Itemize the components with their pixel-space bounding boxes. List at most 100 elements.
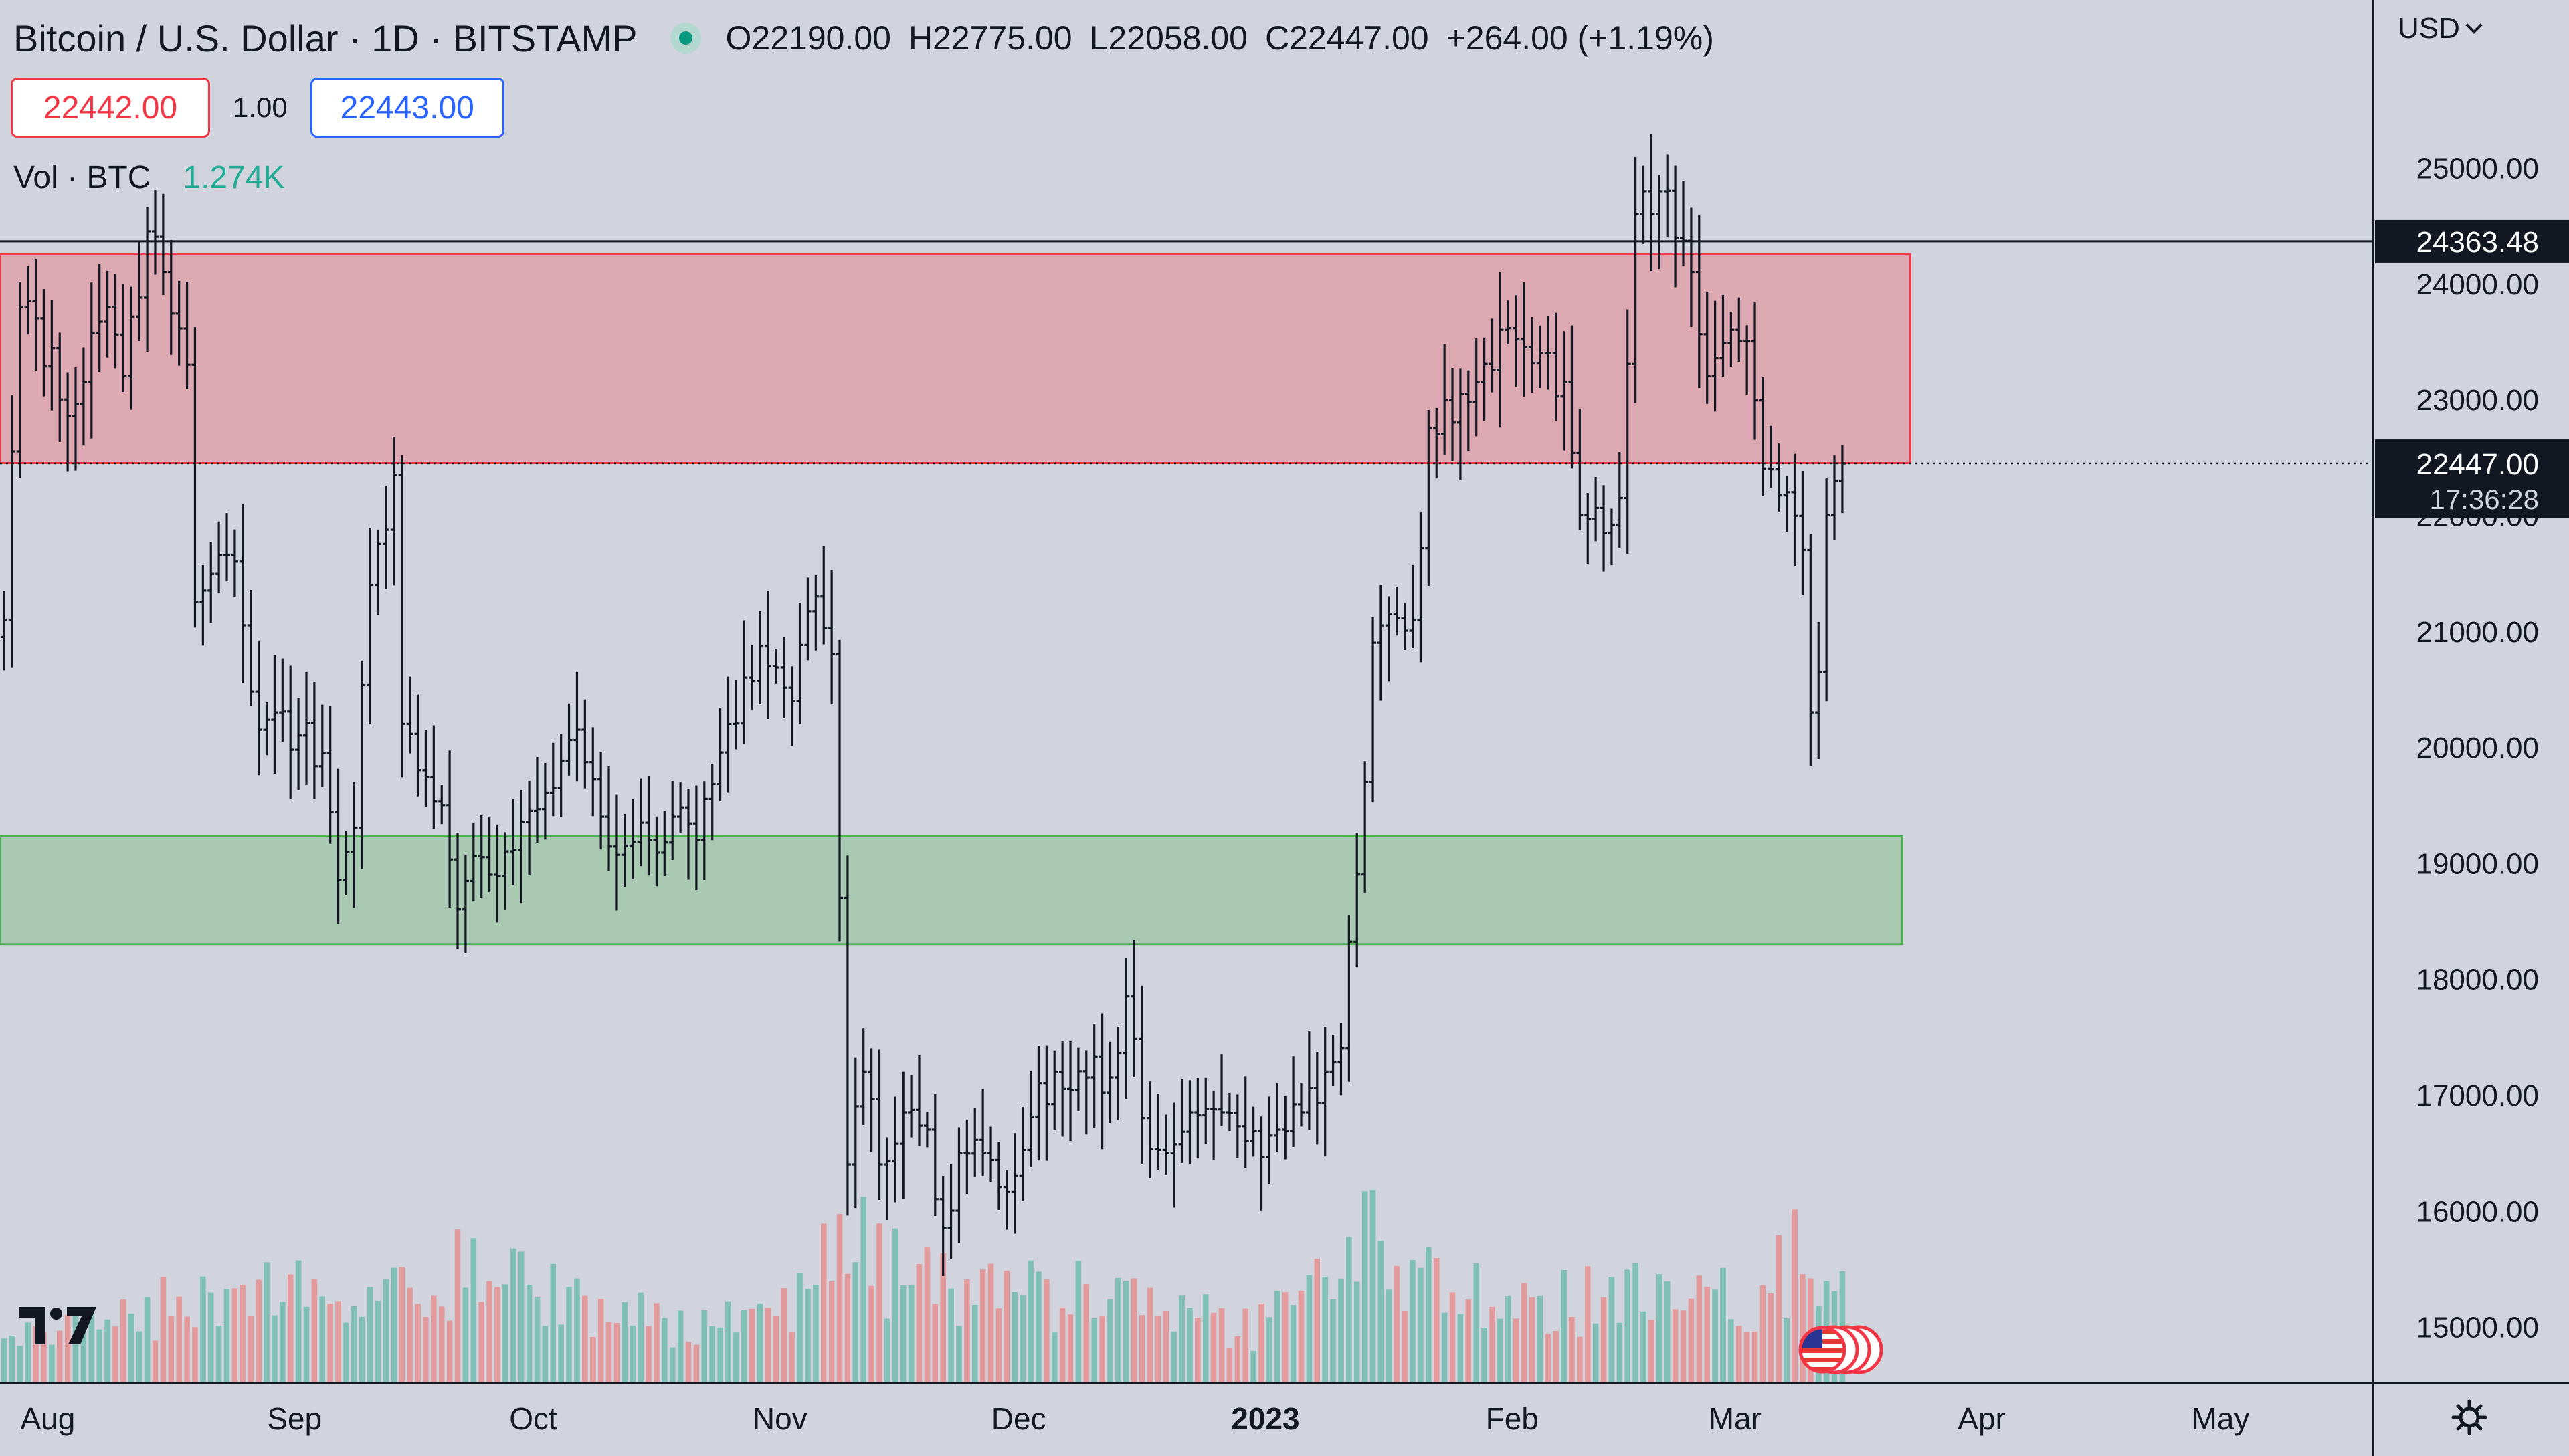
volume-bar [494,1287,500,1383]
volume-bar [781,1288,787,1383]
volume-bar [1584,1266,1591,1383]
ohlc-bar [692,785,700,890]
ohlc-bar [1711,300,1719,412]
ohlc-bar [987,1126,995,1182]
ohlc-bar [1210,1090,1218,1160]
volume-bar [1258,1304,1264,1383]
ohlc-bar [788,666,795,746]
price-axis[interactable]: 15000.00 16000.00 17000.00 18000.00 19000.00… [2372,0,2569,1456]
ohlc-bar [677,782,684,833]
symbol-title[interactable]: Bitcoin / U.S. Dollar · 1D · BITSTAMP [13,17,638,60]
volume-bar [184,1316,190,1383]
ohlc-bar [414,694,421,797]
volume-bar [1751,1331,1758,1383]
tradingview-logo-icon[interactable] [16,1303,100,1350]
volume-bar [264,1262,270,1383]
volume-bar [844,1273,851,1383]
ohlc-bar [1536,325,1543,388]
volume-bar [176,1296,182,1383]
us-flag-icon[interactable] [1797,1323,1884,1376]
ohlc-bar [1258,1116,1265,1211]
ohlc-bar [1297,1083,1305,1127]
ohlc-bar [995,1142,1002,1210]
ohlc-bar [1513,295,1520,387]
volume-bar [1592,1323,1599,1383]
volume-bar [1759,1285,1766,1383]
ohlc-bar [64,372,72,472]
ohlc-bar [144,207,151,352]
ohlc-bar [1242,1076,1249,1168]
volume-bar [669,1347,676,1383]
volume-bar [367,1287,373,1383]
support-zone[interactable] [0,835,1903,946]
price-tick-label: 24000.00 [2416,268,2539,301]
ohlc-bar [351,782,358,908]
volume-bar [1720,1267,1726,1383]
sell-button[interactable]: 22442.00 [11,78,210,138]
ohlc-bar [1051,1050,1058,1130]
ohlc-bar [1115,1027,1122,1120]
volume-bar [884,1318,890,1383]
ohlc-bar [159,193,167,296]
ohlc-bar [1090,1024,1098,1128]
ohlc-bar [1186,1080,1194,1164]
ohlc-bar [1743,325,1751,395]
volume-bar [1473,1263,1479,1383]
currency-selector[interactable]: USD [2398,12,2483,45]
ohlc-bar [852,1057,859,1209]
volume-bar [558,1324,564,1383]
ohlc-bar [1727,311,1735,367]
volume-bar [1020,1295,1026,1383]
volume-bar [1624,1269,1631,1383]
volume-bar [693,1344,700,1383]
volume-bar [1139,1315,1145,1383]
buy-button[interactable]: 22443.00 [310,78,504,138]
resistance-zone[interactable] [0,253,1911,465]
time-axis[interactable]: Aug Sep Oct Nov Dec 2023 Feb Mar Apr May [0,1382,2569,1436]
volume-bar [924,1247,931,1383]
open-value: O22190.00 [725,19,891,57]
volume-bar [741,1310,747,1383]
volume-bar [916,1264,923,1383]
ohlc-bar [1266,1096,1273,1184]
volume-bar [860,1197,866,1383]
ohlc-bar [382,486,389,589]
volume-bar [1545,1334,1551,1383]
volume-bar [231,1288,238,1383]
volume-bar [41,1332,47,1383]
volume-bar [335,1301,341,1383]
volume-bar [1728,1319,1734,1383]
volume-bar [1163,1310,1169,1383]
volume-bar [622,1302,628,1383]
ohlc-bar [1409,564,1416,648]
volume-bar [1250,1350,1256,1383]
volume-bar [1322,1277,1328,1383]
volume-bar [1171,1331,1177,1383]
ohlc-bar [685,789,692,880]
ohlc-bar [1003,1170,1010,1230]
order-size[interactable]: 1.00 [233,92,288,123]
volume-bar [892,1228,898,1383]
time-tick-label: May [2192,1401,2250,1436]
ohlc-bar [1616,452,1623,548]
ohlc-bar [24,266,31,335]
ohlc-bar [828,570,836,705]
volume-bar [1298,1290,1305,1383]
volume-bar [248,1316,254,1383]
volume-bar [1418,1267,1424,1383]
ohlc-bar [1059,1041,1066,1137]
ohlc-bar [422,730,430,807]
ohlc-bar [876,1049,883,1201]
gear-icon[interactable] [2451,1399,2487,1435]
volume-bar [813,1285,819,1383]
volume-bar [462,1287,469,1383]
ohlc-bar [900,1071,907,1199]
ohlc-bar [549,742,557,817]
volume-bar [550,1263,557,1383]
ohlc-bar [820,546,828,645]
ohlc-bar [1552,312,1559,421]
ohlc-bar [255,640,262,776]
ohlc-bar [80,347,87,446]
volume-bar [1028,1260,1034,1383]
